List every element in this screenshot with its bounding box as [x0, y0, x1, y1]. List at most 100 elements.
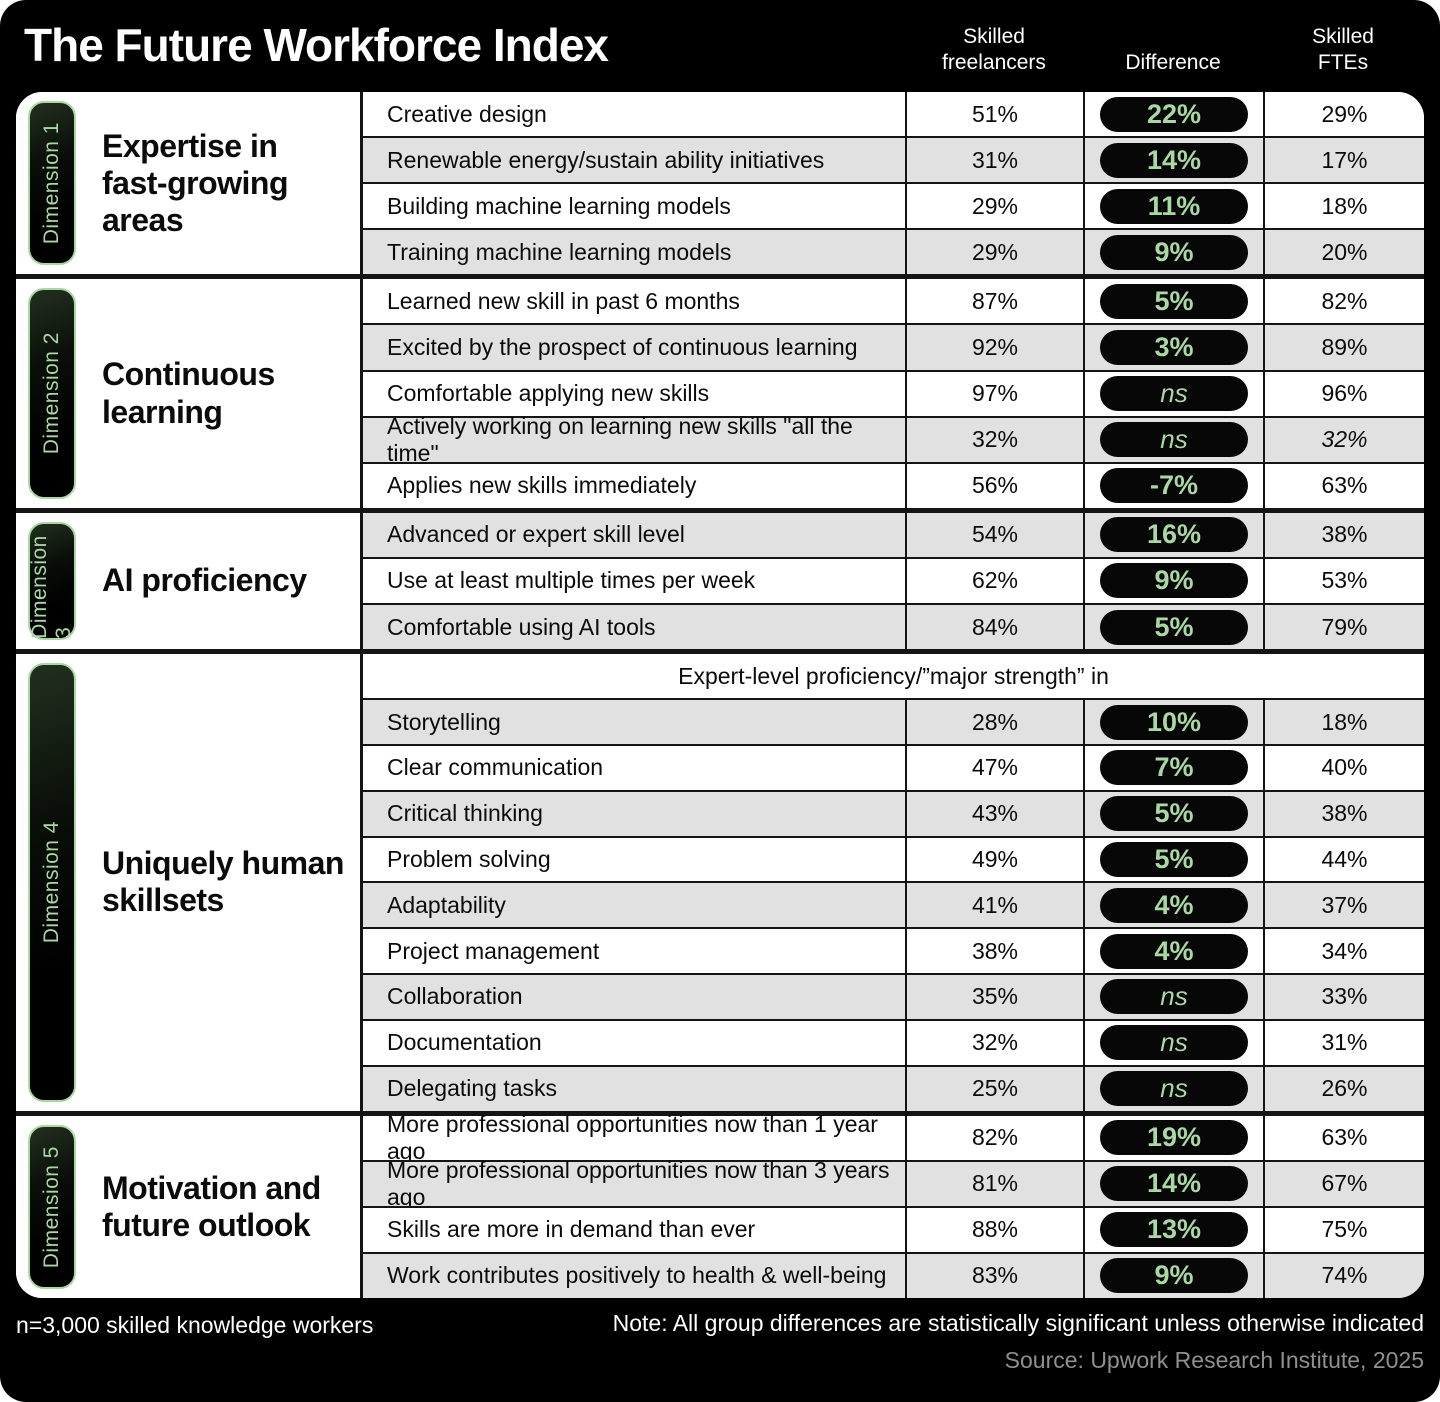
freelancers-value: 88%: [905, 1207, 1083, 1252]
footer-right: Note: All group differences are statisti…: [613, 1310, 1424, 1374]
difference-pill: 19%: [1100, 1120, 1248, 1156]
freelancers-value: 32%: [905, 417, 1083, 462]
table-row: Storytelling 28% 10% 18%: [363, 698, 1424, 745]
difference-pill: -7%: [1100, 468, 1248, 504]
dimension-title-wrap: Expertise in fast-growing areas: [76, 92, 360, 274]
difference-pill: ns: [1100, 1025, 1248, 1061]
difference-cell: ns: [1083, 371, 1263, 416]
ftes-value: 20%: [1263, 230, 1424, 275]
dimension-tab-label: Dimension 2: [40, 332, 63, 455]
table-row: Advanced or expert skill level 54% 16% 38%: [363, 512, 1424, 557]
row-label: Skills are more in demand than ever: [387, 1216, 756, 1243]
column-header-skilled-freelancers: Skilled freelancers: [942, 24, 1046, 74]
section-rows: Creative design 51% 22% 29% Renewable energy…: [360, 92, 1424, 275]
span-header-row: Expert-level proficiency/”major strength…: [363, 654, 1424, 699]
freelancers-value: 29%: [905, 184, 1083, 229]
span-header-label: Expert-level proficiency/”major strength…: [678, 662, 1109, 689]
difference-cell: 19%: [1083, 1115, 1263, 1160]
difference-pill: 13%: [1100, 1212, 1248, 1248]
table-row: Learned new skill in past 6 months 87% 5% 8…: [363, 279, 1424, 324]
table-row: Excited by the prospect of continuous le…: [363, 323, 1424, 370]
difference-cell: 3%: [1083, 325, 1263, 370]
freelancers-value: 83%: [905, 1253, 1083, 1298]
difference-cell: -7%: [1083, 463, 1263, 508]
difference-cell: ns: [1083, 1066, 1263, 1111]
difference-pill: 4%: [1100, 933, 1248, 969]
difference-cell: 5%: [1083, 837, 1263, 882]
difference-cell: 9%: [1083, 1253, 1263, 1298]
difference-pill: 16%: [1100, 517, 1248, 553]
difference-cell: 10%: [1083, 700, 1263, 745]
header: The Future Workforce Index Skilled freel…: [0, 0, 1440, 92]
difference-cell: 7%: [1083, 746, 1263, 790]
table-row: Renewable energy/sustain ability initiat…: [363, 136, 1424, 183]
ftes-value: 18%: [1263, 184, 1424, 229]
row-label: Excited by the prospect of continuous le…: [387, 333, 858, 360]
section-rows: Advanced or expert skill level 54% 16% 38% U…: [360, 512, 1424, 650]
dimension-title: Uniquely human skillsets: [102, 845, 344, 919]
table-row: Use at least multiple times per week 62% 9…: [363, 556, 1424, 604]
difference-cell: 9%: [1083, 558, 1263, 604]
freelancers-value: 28%: [905, 700, 1083, 745]
table-row: Project management 38% 4% 34%: [363, 927, 1424, 974]
ftes-value: 31%: [1263, 1020, 1424, 1065]
source-attribution: Source: Upwork Research Institute, 2025: [1004, 1347, 1424, 1373]
section-rows: Learned new skill in past 6 months 87% 5% 8…: [360, 279, 1424, 508]
row-label: Delegating tasks: [387, 1075, 558, 1102]
difference-pill: 4%: [1100, 887, 1248, 923]
dimension-title-wrap: Motivation and future outlook: [76, 1116, 360, 1298]
difference-cell: ns: [1083, 975, 1263, 1019]
ftes-value: 63%: [1263, 1115, 1424, 1160]
dimension-title: Continuous learning: [102, 356, 275, 430]
dimension-tab-label: Dimension 1: [40, 122, 63, 245]
freelancers-value: 56%: [905, 463, 1083, 508]
ftes-value: 32%: [1263, 417, 1424, 462]
difference-pill: ns: [1100, 376, 1248, 411]
table-row: Applies new skills immediately 56% -7% 63%: [363, 461, 1424, 508]
dimension-tab: Dimension 1: [28, 101, 76, 266]
table-row: Clear communication 47% 7% 40%: [363, 744, 1424, 790]
row-label: Use at least multiple times per week: [387, 567, 756, 594]
table-row: Training machine learning models 29% 9% 20%: [363, 228, 1424, 275]
difference-cell: 4%: [1083, 883, 1263, 928]
row-label: Renewable energy/sustain ability initiat…: [387, 146, 825, 173]
difference-cell: 5%: [1083, 279, 1263, 324]
dimension-cell: Dimension 3 AI proficiency: [16, 512, 360, 650]
row-label: Learned new skill in past 6 months: [387, 287, 740, 314]
dimension-title-wrap: AI proficiency: [76, 513, 360, 650]
difference-pill: ns: [1100, 979, 1248, 1015]
difference-pill: 10%: [1100, 704, 1248, 740]
freelancers-value: 32%: [905, 1020, 1083, 1065]
row-label: Building machine learning models: [387, 192, 731, 219]
difference-pill: 9%: [1100, 1258, 1248, 1294]
sample-size-note: n=3,000 skilled knowledge workers: [16, 1312, 374, 1338]
difference-pill: 14%: [1100, 1166, 1248, 1202]
footer: n=3,000 skilled knowledge workers Note: …: [16, 1310, 1424, 1374]
row-label: Clear communication: [387, 754, 604, 781]
table-row: Skills are more in demand than ever 88% 13…: [363, 1205, 1424, 1252]
row-label: Documentation: [387, 1029, 542, 1056]
difference-cell: 11%: [1083, 184, 1263, 229]
dimension-cell: Dimension 2 Continuous learning: [16, 279, 360, 508]
table-row: Building machine learning models 29% 11% 18…: [363, 182, 1424, 229]
ftes-value: 38%: [1263, 791, 1424, 836]
table-row: More professional opportunities now than…: [363, 1111, 1424, 1164]
row-label: Training machine learning models: [387, 238, 732, 265]
ftes-value: 79%: [1263, 605, 1424, 650]
dimension-section: Dimension 3 AI proficiency Advanced or exp…: [16, 507, 1424, 650]
ftes-value: 53%: [1263, 558, 1424, 604]
difference-cell: ns: [1083, 417, 1263, 462]
row-label: Comfortable applying new skills: [387, 380, 710, 406]
table-row: Comfortable using AI tools 84% 5% 79%: [363, 603, 1424, 650]
freelancers-value: 38%: [905, 929, 1083, 974]
dimension-section: Dimension 4 Uniquely human skillsets Exper…: [16, 649, 1424, 1111]
ftes-value: 38%: [1263, 512, 1424, 557]
difference-pill: 14%: [1100, 142, 1248, 178]
difference-pill: ns: [1100, 1071, 1248, 1107]
ftes-value: 26%: [1263, 1066, 1424, 1111]
freelancers-value: 31%: [905, 138, 1083, 183]
dimension-cell: Dimension 1 Expertise in fast-growing are…: [16, 92, 360, 275]
freelancers-value: 84%: [905, 605, 1083, 650]
freelancers-value: 35%: [905, 975, 1083, 1019]
